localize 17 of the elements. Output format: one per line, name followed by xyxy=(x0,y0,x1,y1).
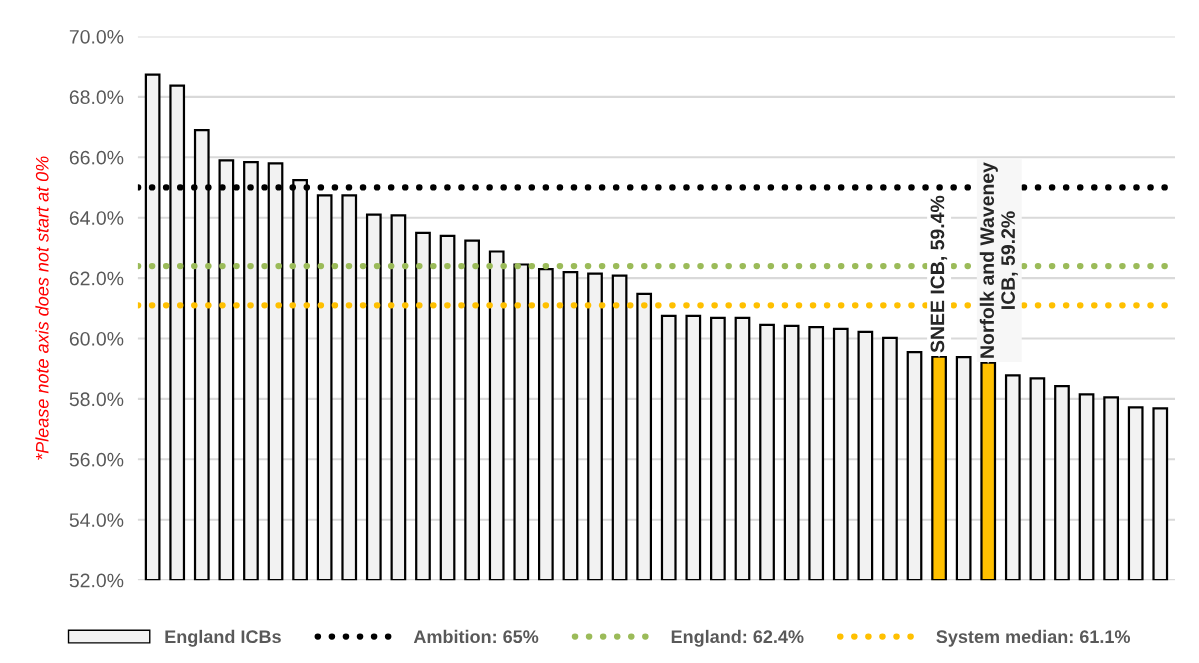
y-axis-title: *Please note axis does not start at 0% xyxy=(35,156,49,460)
y-tick-label: 54.0% xyxy=(69,513,124,527)
legend-label: England: 62.4% xyxy=(671,629,804,647)
y-tick-label: 70.0% xyxy=(69,29,124,44)
y-tick-label: 62.0% xyxy=(69,271,124,286)
y-tick-label: 56.0% xyxy=(69,452,124,467)
annotation: SNEE ICB, 59.4% xyxy=(930,195,948,353)
y-tick-label: 60.0% xyxy=(69,331,124,346)
y-tick-label: 58.0% xyxy=(69,392,124,407)
legend-label: Ambition: 65% xyxy=(413,629,539,644)
y-tick-label: 68.0% xyxy=(69,90,124,105)
legend-label: England ICBs xyxy=(165,629,281,647)
annotation: Norfolk and Waveney ICB, 59.2% xyxy=(979,162,1018,358)
legend-label: System median: 61.1% xyxy=(936,629,1131,647)
y-tick-label: 66.0% xyxy=(69,150,124,165)
y-tick-label: 64.0% xyxy=(69,211,124,225)
y-tick-label: 52.0% xyxy=(69,573,124,588)
